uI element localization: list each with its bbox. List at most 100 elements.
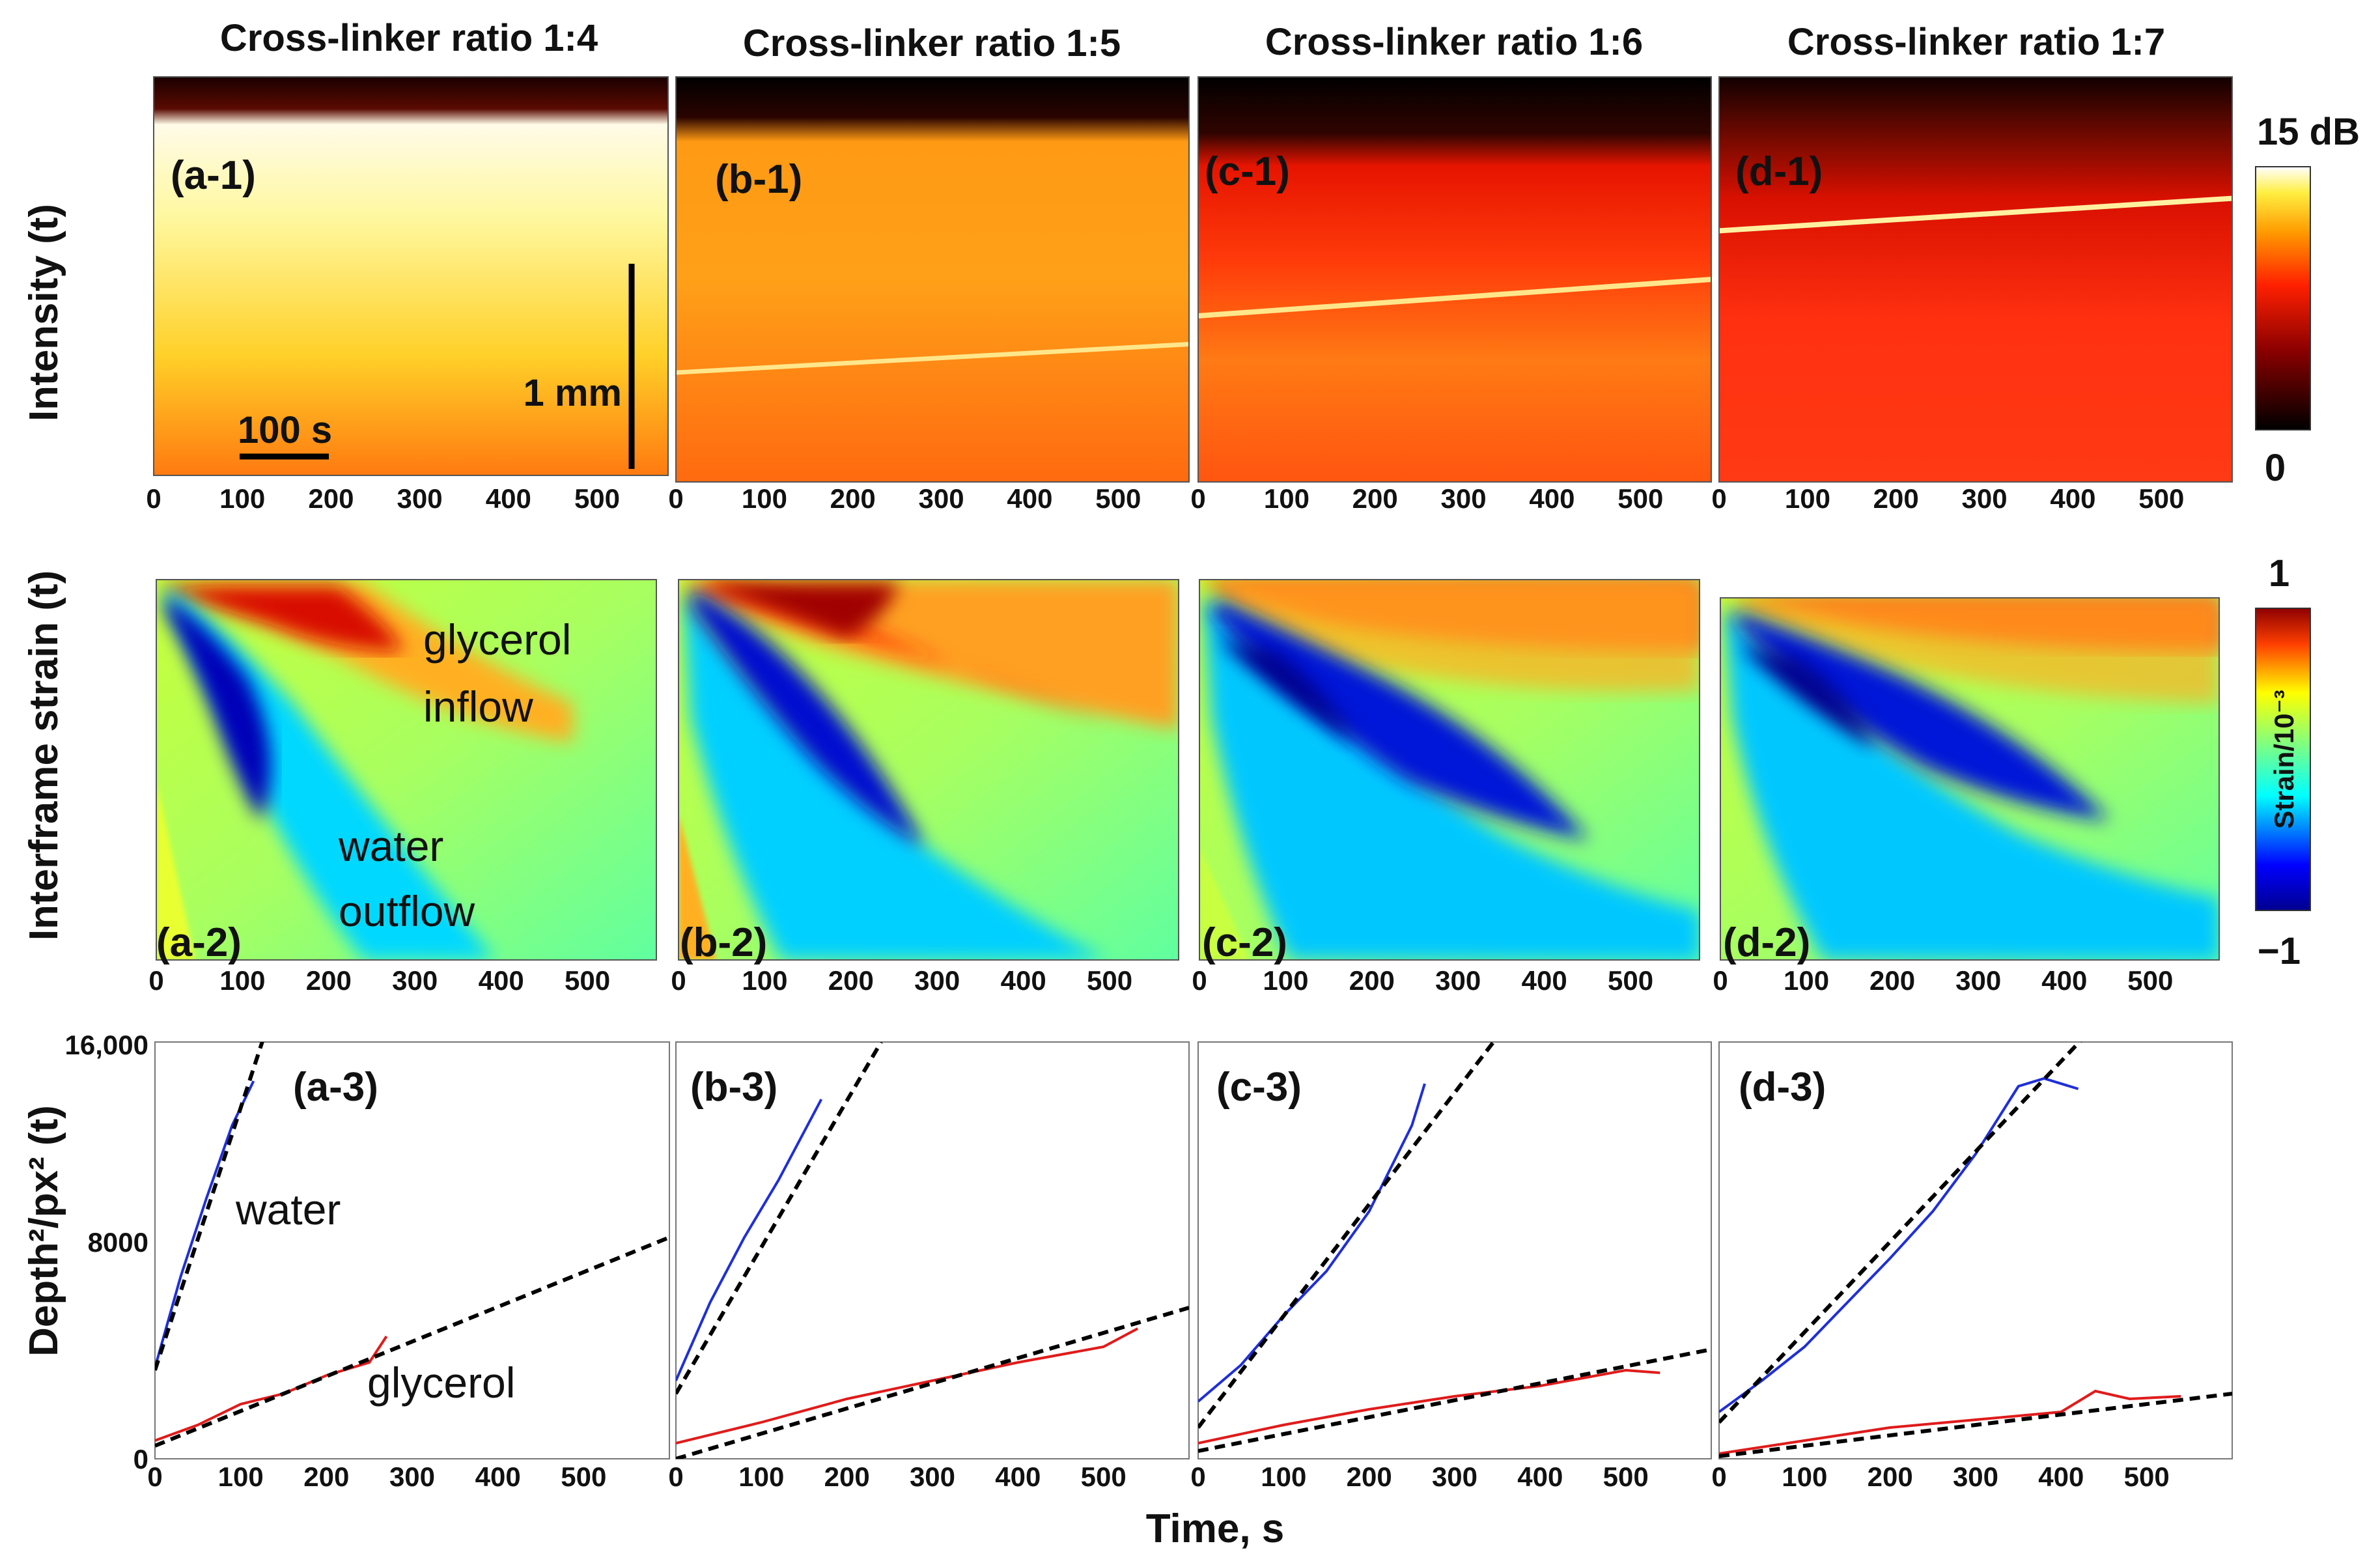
panel-d-2: (d-2) (1720, 597, 2220, 965)
x-tick-label: 100 (1264, 483, 1309, 514)
panel-b-1: (b-1) (675, 76, 1190, 483)
x-tick-label: 500 (1603, 1461, 1649, 1492)
x-tick-label: 400 (2038, 1461, 2084, 1492)
x-tick-label: 300 (1955, 965, 2001, 996)
series-water-b (676, 1099, 823, 1381)
x-tick-labels: 0 100 200 300 400 500 0 100 200 300 400 500 0 100 200 3… (146, 483, 2184, 1492)
x-tick-label: 500 (2124, 1461, 2170, 1492)
panel-c-1: (c-1) (1197, 76, 1712, 483)
x-tick-label: 200 (824, 1461, 870, 1492)
x-tick-label: 0 (1192, 965, 1207, 996)
depth-plots: (a-3) (b-3) (c-3) (d-3) (154, 1041, 2233, 1459)
series-glycerol-fit-c (1198, 1347, 1711, 1453)
colorbar-strain-unit: Strain/10⁻³ (2269, 690, 2299, 829)
x-tick-label: 500 (565, 965, 610, 996)
y-tick-0: 0 (133, 1444, 148, 1474)
panel-label-a-1: (a-1) (171, 153, 256, 198)
colorbar-strain-max: 1 (2269, 552, 2289, 595)
colorbar-strain: 1 −1 Strain/10⁻³ (2255, 552, 2311, 972)
series-water-c (1198, 1083, 1426, 1403)
x-tick-label: 100 (1263, 965, 1308, 996)
x-tick-label: 200 (1873, 483, 1919, 514)
y-tick-8000: 8000 (88, 1227, 148, 1258)
x-tick-label: 0 (148, 965, 163, 996)
x-tick-label: 200 (308, 483, 354, 514)
x-tick-label: 100 (1784, 965, 1829, 996)
annotation-water-plot: water (235, 1185, 341, 1233)
x-tick-label: 300 (1435, 965, 1481, 996)
colorbar-intensity-min: 0 (2265, 447, 2286, 489)
x-tick-label: 500 (1617, 483, 1663, 514)
x-tick-label: 300 (910, 1461, 955, 1492)
x-tick-label: 100 (1782, 1461, 1827, 1492)
x-tick-label: 200 (830, 483, 876, 514)
series-glycerol-d (1719, 1389, 2181, 1455)
plot-area-c-3 (1197, 1041, 1712, 1459)
panel-b-3: (b-3) (675, 1041, 1190, 1459)
panel-label-c-2: (c-2) (1202, 920, 1287, 965)
x-tick-label: 500 (574, 483, 620, 514)
x-tick-label: 500 (1608, 965, 1653, 996)
x-tick-label: 200 (1349, 965, 1395, 996)
panel-label-d-3: (d-3) (1739, 1065, 1826, 1110)
x-tick-label: 200 (1352, 483, 1398, 514)
title-d: Cross-linker ratio 1:7 (1787, 21, 2165, 63)
boundary-line-d (1718, 195, 2233, 234)
panel-a-1: (a-1) 100 s 1 mm (153, 76, 669, 476)
plot-area-d-3 (1718, 1041, 2233, 1459)
x-tick-label: 400 (1007, 483, 1052, 514)
annotation-inflow: inflow (423, 683, 533, 731)
x-tick-label: 300 (914, 965, 960, 996)
depth-scalebar-label: 1 mm (523, 372, 622, 414)
x-tick-label: 300 (1441, 483, 1487, 514)
series-glycerol-fit-d (1719, 1392, 2232, 1458)
panel-label-b-2: (b-2) (680, 920, 767, 965)
title-b: Cross-linker ratio 1:5 (743, 22, 1121, 64)
panel-label-d-1: (d-1) (1735, 149, 1823, 194)
annotation-outflow: outflow (339, 887, 475, 935)
x-tick-label: 200 (303, 1461, 349, 1492)
series-water-fit-a (155, 1042, 264, 1371)
x-tick-label: 0 (1190, 1461, 1205, 1492)
x-tick-label: 100 (219, 965, 265, 996)
boundary-line-b (675, 342, 1190, 375)
x-tick-label: 300 (1962, 483, 2008, 514)
title-a: Cross-linker ratio 1:4 (220, 17, 598, 59)
panel-label-a-2: (a-2) (156, 920, 242, 965)
panel-b-2: (b-2) (678, 579, 1179, 965)
annotation-water: water (338, 822, 443, 870)
x-tick-label: 400 (2050, 483, 2095, 514)
panel-a-2: glycerol inflow water outflow (a-2) (156, 579, 657, 965)
x-tick-label: 500 (1095, 483, 1141, 514)
plot-area-b-3 (675, 1041, 1190, 1459)
x-tick-label: 400 (1001, 965, 1046, 996)
time-scalebar-label: 100 s (238, 409, 332, 451)
x-tick-label: 100 (742, 483, 787, 514)
x-tick-label: 100 (742, 965, 787, 996)
series-glycerol-c (1198, 1368, 1660, 1444)
x-tick-label: 400 (475, 1461, 521, 1492)
row-label-depth: Depth²/px² (t) (21, 1105, 66, 1357)
annotation-glycerol-plot: glycerol (367, 1359, 515, 1407)
x-tick-label: 400 (2041, 965, 2087, 996)
x-tick-label: 500 (2127, 965, 2173, 996)
x-tick-label: 300 (392, 965, 438, 996)
x-tick-label: 0 (1711, 1461, 1726, 1492)
x-tick-label: 100 (1785, 483, 1830, 514)
series-glycerol-b (676, 1327, 1139, 1444)
x-tick-label: 0 (668, 1461, 683, 1492)
colorbar-strain-min: −1 (2258, 930, 2301, 972)
x-tick-label: 400 (486, 483, 531, 514)
x-tick-label: 0 (146, 483, 161, 514)
x-tick-label: 500 (561, 1461, 606, 1492)
panel-label-c-3: (c-3) (1216, 1065, 1302, 1110)
boundary-line-c (1197, 277, 1712, 318)
x-tick-label: 300 (389, 1461, 435, 1492)
row-label-intensity: Intensity (t) (21, 204, 66, 421)
x-tick-label: 200 (1347, 1461, 1392, 1492)
panel-d-3: (d-3) (1718, 1041, 2233, 1459)
panel-label-c-1: (c-1) (1205, 149, 1290, 194)
x-tick-label: 0 (1711, 483, 1726, 514)
panel-c-3: (c-3) (1197, 1041, 1712, 1459)
